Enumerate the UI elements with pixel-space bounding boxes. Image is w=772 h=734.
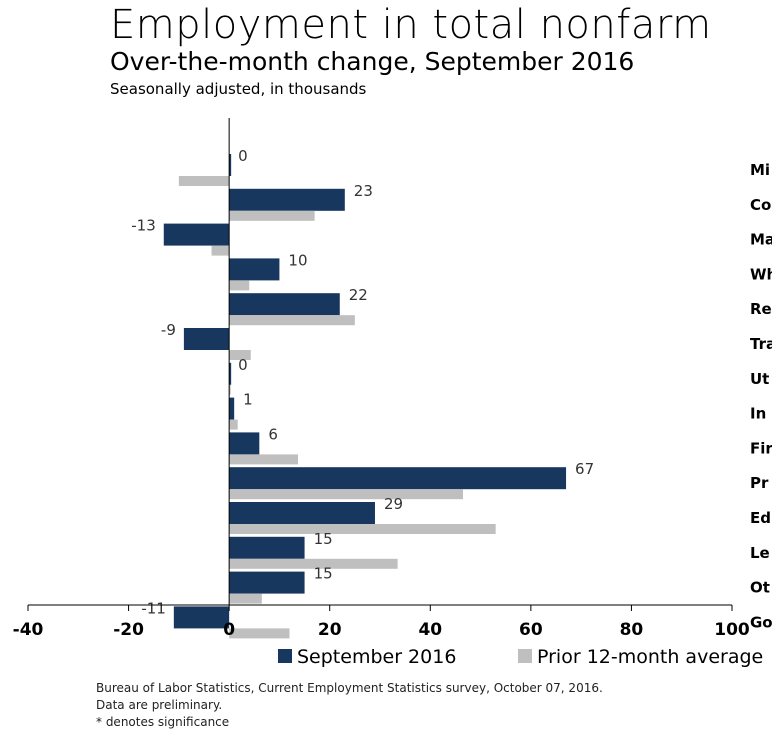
bar-current — [229, 258, 280, 281]
category-label: Ed — [750, 509, 771, 527]
bar-prior — [229, 593, 262, 604]
bar-current — [229, 432, 260, 455]
x-tick-label: 60 — [519, 620, 543, 640]
bar-current — [229, 188, 345, 211]
data-label: -13 — [131, 217, 156, 235]
category-label: Go — [750, 613, 772, 631]
footer-preliminary: Data are preliminary. — [96, 698, 223, 712]
bar-prior — [229, 454, 299, 465]
bar-prior — [229, 280, 250, 291]
bar-prior — [229, 524, 496, 534]
bar-current — [229, 536, 305, 559]
chart-title: Employment in total nonfarm — [110, 2, 712, 48]
x-tick-label: 20 — [318, 620, 342, 640]
x-tick-label: -40 — [13, 620, 44, 640]
data-label: 1 — [243, 391, 253, 409]
data-label: 67 — [575, 460, 594, 478]
data-label: 6 — [268, 425, 278, 443]
legend-item-current: September 2016 — [278, 646, 456, 668]
data-label: -11 — [141, 599, 166, 617]
bar-current — [229, 571, 305, 594]
bar-prior — [229, 489, 463, 500]
data-label: 10 — [288, 251, 307, 269]
data-label: -9 — [161, 321, 176, 339]
bar-current — [229, 397, 235, 420]
legend-label-prior: Prior 12-month average — [537, 646, 764, 668]
bar-prior — [229, 384, 231, 395]
category-label: Re — [750, 300, 772, 318]
bar-current — [229, 293, 340, 316]
bar-current — [229, 154, 232, 176]
bar-prior — [229, 628, 290, 639]
bar-current — [173, 606, 230, 629]
bar-prior — [229, 350, 251, 360]
data-label: 15 — [314, 530, 333, 548]
x-tick-label: -20 — [113, 620, 144, 640]
category-label: Le — [750, 544, 770, 562]
bar-current — [229, 362, 232, 385]
data-label: 23 — [354, 182, 373, 200]
chart-footer: Bureau of Labor Statistics, Current Empl… — [96, 680, 603, 731]
category-label: Co — [750, 196, 771, 214]
category-label: Mi — [750, 161, 770, 179]
legend-label-current: September 2016 — [297, 646, 457, 668]
category-label: Tra — [750, 335, 772, 353]
bar-current — [163, 223, 230, 246]
x-tick-label: 0 — [223, 620, 235, 640]
chart-subtitle: Over-the-month change, September 2016 — [110, 47, 635, 76]
bar-current — [229, 502, 375, 524]
bar-prior — [178, 176, 230, 186]
footer-significance: * denotes significance — [96, 715, 230, 729]
bar-prior — [229, 210, 315, 221]
x-tick-label: 80 — [620, 620, 644, 640]
category-label: Ot — [750, 579, 770, 597]
category-label: In — [750, 405, 766, 423]
data-label: 15 — [314, 565, 333, 583]
footer-source: Bureau of Labor Statistics, Current Empl… — [96, 681, 603, 695]
bar-current — [183, 328, 230, 350]
bar-prior — [229, 315, 355, 326]
category-label: Pr — [750, 474, 769, 492]
data-label: 29 — [384, 495, 403, 513]
category-label: Ma — [750, 231, 772, 249]
bar-prior — [229, 558, 398, 569]
category-label: Fir — [750, 439, 772, 457]
legend-item-prior: Prior 12-month average — [518, 646, 763, 668]
data-label: 0 — [238, 147, 248, 165]
data-label: 22 — [349, 286, 368, 304]
x-tick-label: 100 — [714, 620, 750, 640]
category-label: Wh — [750, 265, 772, 283]
category-label: Ut — [750, 370, 769, 388]
bar-chart: 0 Mi 23 Co -13 Ma 10 Wh 22 Re -9 Tra 0 Ut 1 In 6 Fir 67 Pr 2… — [13, 118, 772, 640]
legend-swatch-current — [278, 649, 292, 663]
bar-prior — [211, 245, 230, 256]
chart-note: Seasonally adjusted, in thousands — [110, 80, 367, 98]
bar-prior — [229, 419, 238, 430]
bar-current — [229, 467, 567, 490]
legend-swatch-prior — [518, 649, 532, 663]
x-tick-label: 40 — [418, 620, 442, 640]
data-label: 0 — [238, 356, 248, 374]
